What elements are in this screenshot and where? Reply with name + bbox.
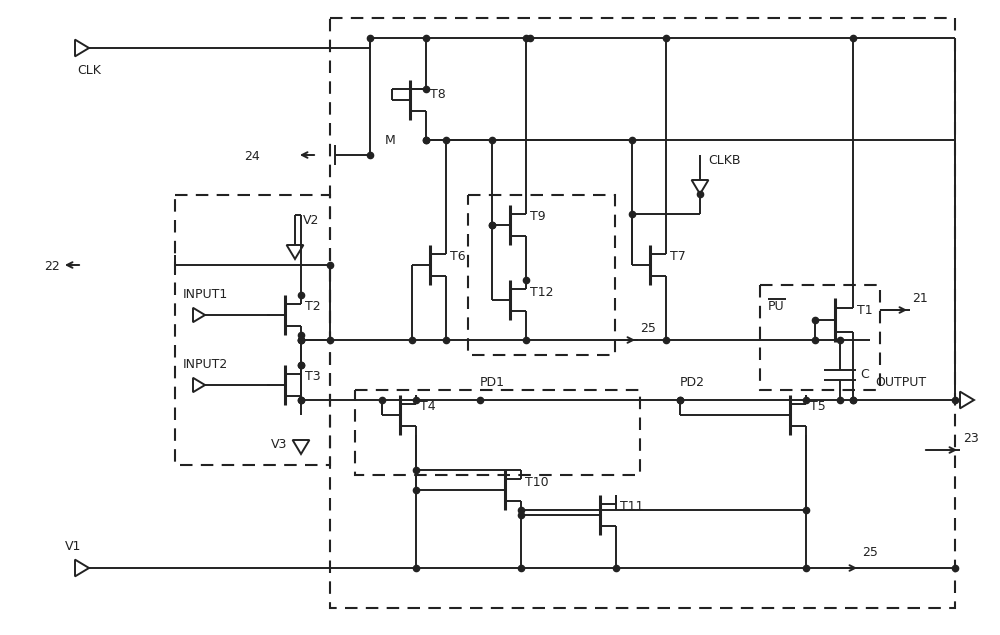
Text: M: M xyxy=(385,133,396,147)
Text: INPUT1: INPUT1 xyxy=(183,288,228,302)
Bar xyxy=(175,195,330,465)
Text: T7: T7 xyxy=(670,250,686,264)
Bar xyxy=(355,390,640,475)
Text: C: C xyxy=(860,368,869,382)
Text: T12: T12 xyxy=(530,286,554,298)
Text: T8: T8 xyxy=(430,88,446,100)
Text: T11: T11 xyxy=(620,500,644,514)
Text: T1: T1 xyxy=(857,304,873,316)
Text: 25: 25 xyxy=(862,547,878,559)
Text: T10: T10 xyxy=(525,476,549,488)
Text: T2: T2 xyxy=(305,300,321,314)
Text: T6: T6 xyxy=(450,250,466,264)
Bar xyxy=(760,285,880,390)
Text: 22: 22 xyxy=(44,260,60,274)
Text: V3: V3 xyxy=(271,439,287,451)
Text: CLKB: CLKB xyxy=(708,154,740,166)
Text: 21: 21 xyxy=(912,291,928,305)
Text: PD2: PD2 xyxy=(680,375,705,389)
Bar xyxy=(468,195,615,355)
Text: T4: T4 xyxy=(420,401,436,413)
Bar xyxy=(330,18,955,608)
Text: CLK: CLK xyxy=(77,64,101,76)
Text: 24: 24 xyxy=(244,150,260,163)
Text: T9: T9 xyxy=(530,210,546,224)
Text: 25: 25 xyxy=(640,321,656,335)
Text: PU: PU xyxy=(768,300,785,314)
Text: V1: V1 xyxy=(65,540,81,552)
Text: INPUT2: INPUT2 xyxy=(183,359,228,371)
Text: PD1: PD1 xyxy=(480,375,505,389)
Text: OUTPUT: OUTPUT xyxy=(875,375,926,389)
Text: T3: T3 xyxy=(305,370,321,384)
Text: V2: V2 xyxy=(303,213,319,227)
Text: 23: 23 xyxy=(963,432,979,444)
Text: T5: T5 xyxy=(810,401,826,413)
